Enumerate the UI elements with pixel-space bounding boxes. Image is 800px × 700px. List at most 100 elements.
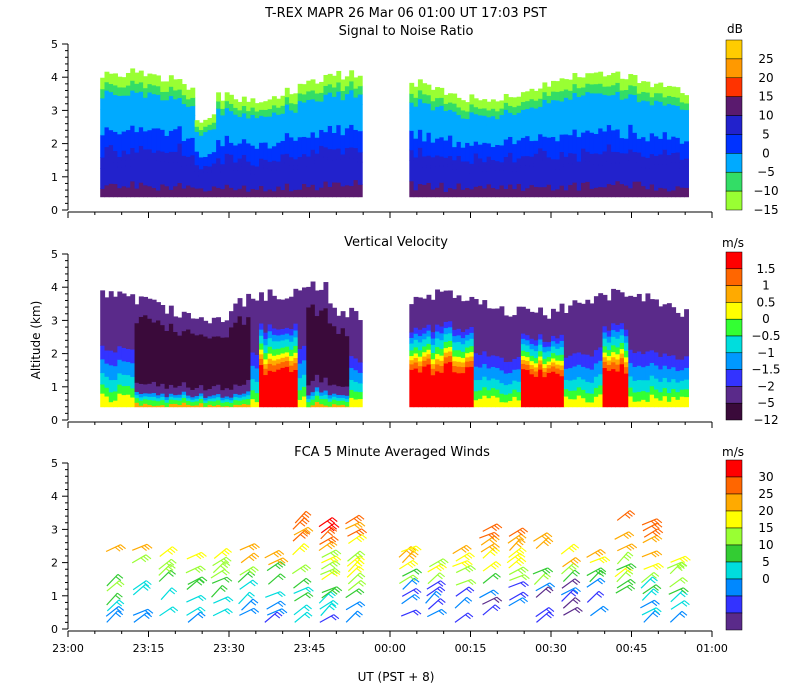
- field-cell: [619, 78, 625, 91]
- wind-barb-flag: [328, 526, 335, 532]
- wind-barb: [348, 533, 362, 545]
- field-cell: [559, 340, 565, 348]
- field-cell: [598, 71, 604, 84]
- field-cell: [546, 372, 552, 408]
- field-cell: [490, 387, 496, 396]
- field-cell: [323, 94, 329, 106]
- field-cell: [108, 183, 114, 198]
- wind-barb-flag: [627, 551, 634, 557]
- wind-barb-flag: [464, 555, 470, 561]
- wind-barb-flag: [413, 577, 420, 583]
- wind-barb-flag: [299, 547, 306, 553]
- field-cell: [426, 343, 432, 350]
- field-cell: [619, 110, 625, 139]
- field-cell: [336, 394, 342, 398]
- field-cell: [259, 109, 264, 116]
- field-cell: [563, 312, 569, 358]
- wind-barb-flag: [331, 540, 338, 546]
- field-cell: [654, 365, 659, 379]
- wind-barb-flag: [599, 577, 606, 583]
- field-cell: [654, 299, 659, 353]
- field-cell: [465, 300, 471, 330]
- field-cell: [271, 112, 277, 122]
- field-cell: [323, 85, 329, 95]
- field-cell: [267, 189, 273, 198]
- field-cell: [641, 399, 647, 408]
- field-cell: [310, 404, 316, 408]
- field-cell: [486, 101, 492, 111]
- wind-barb: [267, 573, 281, 585]
- wind-barb-flag: [222, 563, 229, 569]
- wind-barb-flag: [548, 611, 555, 617]
- colorbar-swatch: [725, 595, 743, 614]
- field-cell: [104, 376, 110, 388]
- field-cell: [229, 119, 234, 143]
- wind-barb-flag: [683, 587, 689, 593]
- field-cell: [460, 361, 466, 368]
- field-cell: [293, 352, 299, 358]
- field-cell: [675, 137, 681, 153]
- field-cell: [233, 189, 239, 198]
- field-cell: [207, 404, 213, 408]
- field-cell: [319, 101, 325, 113]
- field-cell: [679, 93, 685, 103]
- wind-barb-flag: [249, 581, 256, 587]
- wind-barb-flag: [330, 615, 337, 621]
- field-cell: [130, 294, 136, 350]
- field-cell: [138, 396, 144, 401]
- field-cell: [267, 363, 273, 371]
- field-cell: [615, 353, 621, 360]
- wind-barb-flag: [679, 612, 686, 618]
- field-cell: [645, 379, 651, 393]
- field-cell: [516, 391, 522, 401]
- field-cell: [452, 335, 458, 343]
- figure-title: T-REX MAPR 26 Mar 06 01:00 UT 17:03 PST: [264, 6, 547, 21]
- field-cell: [551, 335, 556, 342]
- wind-barb-flag: [467, 580, 474, 585]
- field-cell: [259, 115, 264, 123]
- wind-barb-flag: [460, 548, 467, 553]
- field-cell: [602, 331, 608, 339]
- field-cell: [233, 396, 239, 401]
- wind-barb-flag: [146, 543, 153, 549]
- field-cell: [512, 106, 518, 115]
- wind-barb: [482, 604, 496, 616]
- field-cell: [628, 295, 634, 350]
- field-cell: [216, 92, 222, 102]
- wind-barb-flag: [626, 586, 633, 592]
- colorbar-swatch: [725, 369, 743, 387]
- field-cell: [422, 346, 428, 353]
- field-cell: [499, 144, 505, 163]
- wind-barb-flag: [541, 535, 548, 541]
- field-cell: [211, 185, 217, 198]
- field-cell: [353, 179, 359, 198]
- field-cell: [572, 73, 578, 85]
- wind-barb-flag: [654, 524, 660, 530]
- field-cell: [460, 351, 466, 358]
- wind-barb-flag: [307, 526, 314, 532]
- wind-barb: [318, 591, 331, 604]
- field-cell: [417, 349, 423, 357]
- field-cell: [267, 346, 273, 354]
- field-cell: [675, 162, 681, 187]
- field-cell: [508, 120, 513, 137]
- wind-barb-flag: [251, 554, 257, 560]
- field-cell: [551, 190, 556, 198]
- field-cell: [246, 117, 252, 128]
- wind-barb-flag: [657, 528, 664, 534]
- field-cell: [538, 333, 544, 340]
- colorbar-label: 0.5: [756, 295, 775, 309]
- field-cell: [413, 116, 419, 139]
- field-cell: [563, 156, 569, 167]
- field-cell: [168, 162, 174, 190]
- field-cell: [465, 127, 471, 143]
- field-cell: [108, 391, 114, 403]
- field-cell: [473, 98, 479, 108]
- field-cell: [160, 183, 166, 198]
- field-cell: [138, 316, 144, 384]
- field-cell: [143, 160, 149, 186]
- wind-barb-flag: [303, 513, 310, 518]
- colorbar-swatch: [725, 510, 743, 529]
- field-cell: [447, 361, 453, 408]
